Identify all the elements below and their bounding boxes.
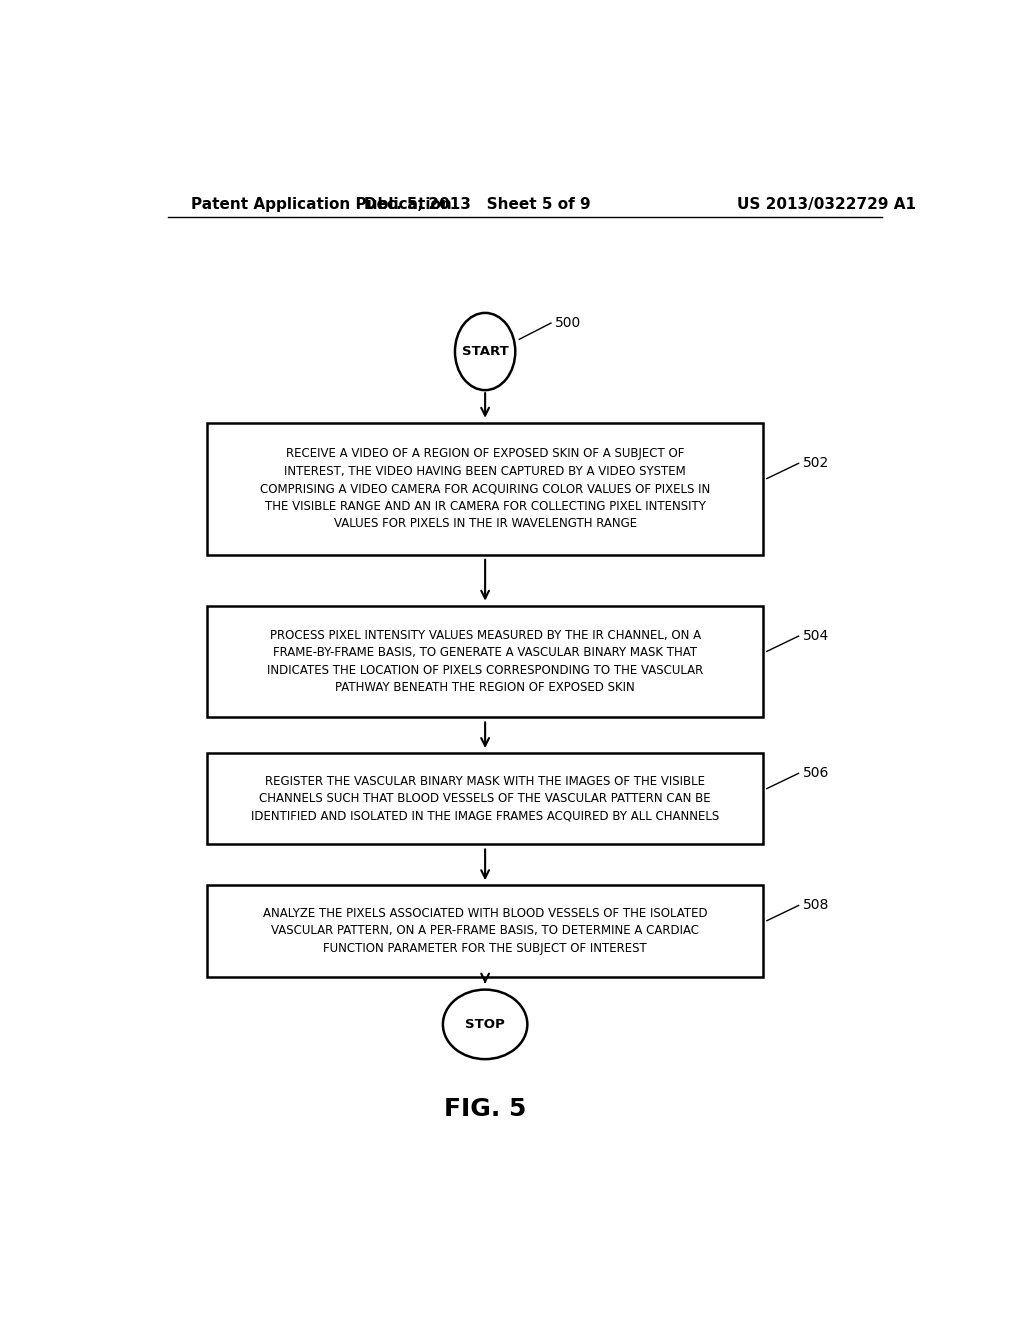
FancyBboxPatch shape	[207, 886, 763, 977]
Text: 502: 502	[803, 457, 828, 470]
Text: REGISTER THE VASCULAR BINARY MASK WITH THE IMAGES OF THE VISIBLE
CHANNELS SUCH T: REGISTER THE VASCULAR BINARY MASK WITH T…	[251, 775, 719, 822]
Text: STOP: STOP	[465, 1018, 505, 1031]
Text: Patent Application Publication: Patent Application Publication	[191, 197, 453, 211]
Text: RECEIVE A VIDEO OF A REGION OF EXPOSED SKIN OF A SUBJECT OF
INTEREST, THE VIDEO : RECEIVE A VIDEO OF A REGION OF EXPOSED S…	[260, 447, 711, 531]
FancyBboxPatch shape	[207, 606, 763, 718]
Text: 500: 500	[555, 315, 582, 330]
Text: ANALYZE THE PIXELS ASSOCIATED WITH BLOOD VESSELS OF THE ISOLATED
VASCULAR PATTER: ANALYZE THE PIXELS ASSOCIATED WITH BLOOD…	[263, 907, 708, 954]
FancyBboxPatch shape	[207, 752, 763, 845]
Text: FIG. 5: FIG. 5	[444, 1097, 526, 1121]
Text: US 2013/0322729 A1: US 2013/0322729 A1	[737, 197, 915, 211]
Text: 504: 504	[803, 630, 828, 643]
Text: 506: 506	[803, 767, 829, 780]
Text: Dec. 5, 2013   Sheet 5 of 9: Dec. 5, 2013 Sheet 5 of 9	[364, 197, 591, 211]
FancyBboxPatch shape	[207, 422, 763, 554]
Text: PROCESS PIXEL INTENSITY VALUES MEASURED BY THE IR CHANNEL, ON A
FRAME-BY-FRAME B: PROCESS PIXEL INTENSITY VALUES MEASURED …	[267, 628, 703, 694]
Text: START: START	[462, 345, 509, 358]
Text: 508: 508	[803, 899, 829, 912]
